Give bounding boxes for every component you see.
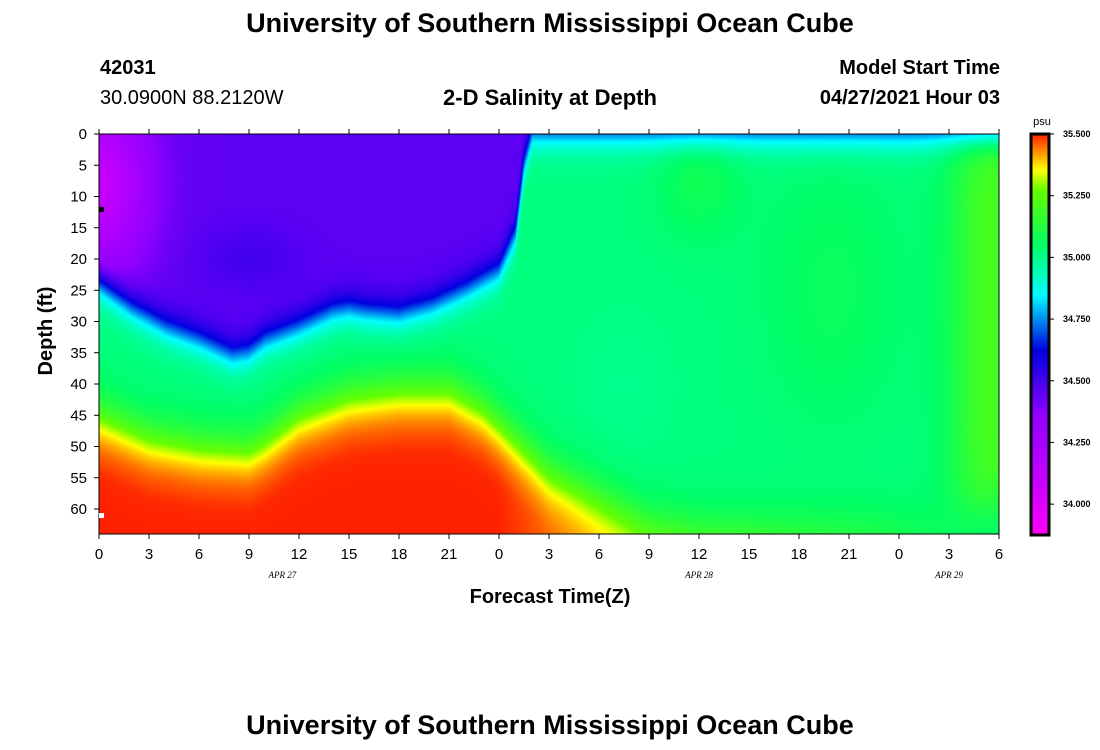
x-tick-label: 12 <box>291 546 308 563</box>
x-tick-label: 12 <box>691 546 708 563</box>
page-title: University of Southern Mississippi Ocean… <box>246 8 854 38</box>
x-tick-label: 21 <box>841 546 858 563</box>
y-tick-label: 25 <box>70 282 87 299</box>
x-tick-label: 9 <box>245 546 253 563</box>
colorbar-tick-label: 34.750 <box>1063 314 1091 324</box>
bottom-marker <box>99 513 104 518</box>
station-marker <box>99 207 104 212</box>
x-tick-label: 18 <box>391 546 408 563</box>
y-tick-label: 0 <box>79 126 87 143</box>
x-axis: 0 3 6 9 12 15 18 21 0 3 6 9 12 15 18 21 0 3 6 <box>95 129 1003 563</box>
colorbar-tick-label: 34.000 <box>1063 499 1091 509</box>
x-tick-label: 21 <box>441 546 458 563</box>
x-axis-label: Forecast Time(Z) <box>470 586 631 608</box>
y-tick-label: 10 <box>70 189 87 206</box>
date-label: APR 28 <box>684 570 713 580</box>
date-labels: APR 27 APR 28 APR 29 <box>267 570 963 580</box>
y-tick-label: 40 <box>70 376 87 393</box>
x-tick-label: 0 <box>495 546 503 563</box>
y-axis: 0 5 10 15 20 25 30 35 40 45 50 55 60 <box>70 126 99 518</box>
y-tick-label: 5 <box>79 157 87 174</box>
plot-title: 2-D Salinity at Depth <box>443 85 657 110</box>
x-tick-label: 0 <box>895 546 903 563</box>
colorbar-tick-label: 34.500 <box>1063 376 1091 386</box>
colorbar-unit: psu <box>1033 116 1051 128</box>
model-start-time: 04/27/2021 Hour 03 <box>819 87 1000 109</box>
y-tick-label: 30 <box>70 314 87 331</box>
x-tick-label: 3 <box>945 546 953 563</box>
colorbar-ticks: 35.500 35.250 35.000 34.750 34.500 34.250 34.0… <box>1049 129 1091 509</box>
date-label: APR 29 <box>934 570 963 580</box>
colorbar-tick-label: 35.500 <box>1063 129 1091 139</box>
salinity-heatmap <box>99 134 999 534</box>
x-tick-label: 3 <box>545 546 553 563</box>
x-tick-label: 3 <box>145 546 153 563</box>
x-tick-label: 15 <box>741 546 758 563</box>
x-tick-label: 6 <box>595 546 603 563</box>
y-tick-label: 20 <box>70 251 87 268</box>
colorbar-tick-label: 34.250 <box>1063 437 1091 447</box>
y-axis-label: Depth (ft) <box>35 287 57 376</box>
model-start-label: Model Start Time <box>839 57 1000 79</box>
x-tick-label: 9 <box>645 546 653 563</box>
x-tick-label: 6 <box>995 546 1003 563</box>
colorbar-tick-label: 35.000 <box>1063 252 1091 262</box>
colorbar-tick-label: 35.250 <box>1063 191 1091 201</box>
y-tick-label: 60 <box>70 501 87 518</box>
date-label: APR 27 <box>267 570 296 580</box>
station-coordinates: 30.0900N 88.2120W <box>100 87 284 109</box>
y-tick-label: 45 <box>70 407 87 424</box>
y-tick-label: 50 <box>70 439 87 456</box>
x-tick-label: 18 <box>791 546 808 563</box>
x-tick-label: 15 <box>341 546 358 563</box>
y-tick-label: 15 <box>70 220 87 237</box>
station-id: 42031 <box>100 57 156 79</box>
x-tick-label: 6 <box>195 546 203 563</box>
footer-title: University of Southern Mississippi Ocean… <box>246 710 854 740</box>
y-tick-label: 35 <box>70 345 87 362</box>
y-tick-label: 55 <box>70 470 87 487</box>
x-tick-label: 0 <box>95 546 103 563</box>
colorbar <box>1029 132 1051 537</box>
